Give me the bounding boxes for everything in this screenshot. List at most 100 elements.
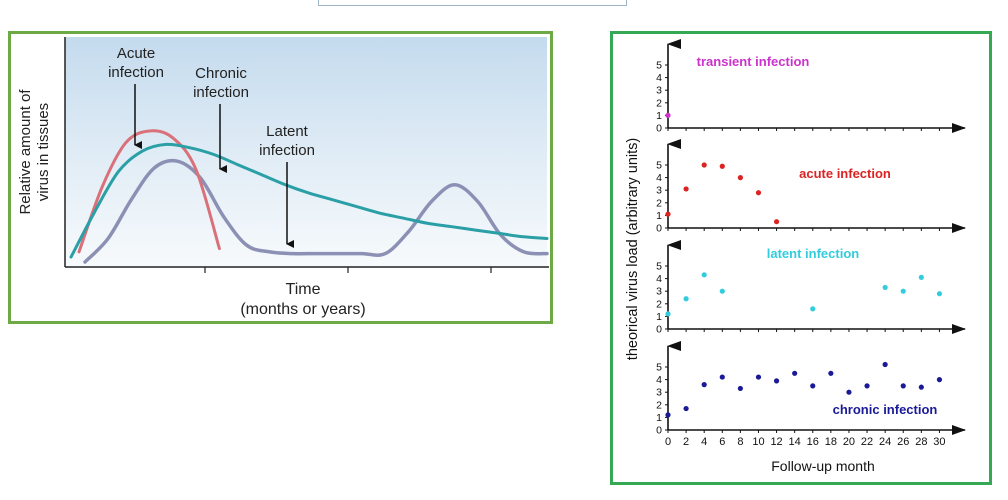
y-tick-label: 5 (656, 261, 662, 273)
y-tick-label: 1 (656, 110, 662, 122)
acute-label-line2: infection (108, 64, 164, 81)
data-point (810, 383, 816, 389)
data-point (665, 412, 671, 418)
x-tick-label: 18 (825, 436, 837, 448)
data-point (773, 219, 780, 225)
y-tick-label: 0 (656, 223, 662, 235)
y-tick-label: 4 (656, 374, 662, 386)
y-tick-label: 2 (656, 298, 662, 310)
data-point (701, 272, 707, 278)
data-point (683, 405, 689, 412)
data-point (719, 288, 725, 294)
x-tick-label: 12 (770, 436, 782, 448)
x-tick-label: 2 (683, 436, 689, 448)
data-point (701, 382, 707, 388)
x-tick-label: 20 (843, 436, 855, 448)
data-point (683, 186, 689, 192)
x-tick-label: 10 (752, 436, 764, 448)
y-axis-label-line2: virus in tissues (35, 103, 52, 201)
x-tick-label: 30 (933, 436, 945, 448)
data-point (882, 361, 888, 368)
y-tick-label: 4 (656, 72, 662, 84)
y-tick-label: 3 (656, 85, 662, 97)
data-point (755, 374, 762, 380)
y-tick-label: 2 (656, 97, 662, 109)
y-tick-label: 2 (656, 197, 662, 209)
latent-label-line1: Latent (266, 123, 309, 140)
y-tick-label: 5 (656, 160, 662, 172)
y-tick-label: 1 (656, 210, 662, 222)
x-tick-label: 16 (807, 436, 819, 448)
x-axis-label-line2: (months or years) (240, 301, 365, 318)
data-point (810, 306, 816, 312)
data-point (900, 383, 906, 389)
top-frame (318, 0, 627, 6)
data-point (900, 288, 906, 294)
y-axis-label-line1: Relative amount of (17, 89, 34, 215)
panel-label: transient infection (697, 54, 810, 69)
virus-load-scatter-chart: 0 1 2 3 4 5 transient infection 0 1 2 3 4 5 acute inf… (610, 31, 992, 485)
data-point (665, 211, 671, 217)
y-tick-label: 3 (656, 387, 662, 399)
x-tick-label: 4 (701, 436, 707, 448)
panel-label: chronic infection (833, 402, 938, 417)
data-point (737, 175, 743, 181)
series-line-chronic-infection (69, 142, 549, 259)
y-tick-label: 4 (656, 172, 662, 184)
y-tick-label: 2 (656, 399, 662, 411)
x-axis-label: Follow-up month (771, 458, 875, 474)
y-tick-label: 1 (656, 412, 662, 424)
y-tick-label: 5 (656, 60, 662, 72)
data-point (936, 291, 943, 297)
panel-label: acute infection (799, 166, 891, 181)
y-tick-label: 0 (656, 425, 662, 437)
y-tick-label: 0 (656, 123, 662, 135)
data-point (936, 377, 943, 383)
chronic-label-line2: infection (193, 84, 249, 101)
data-point (828, 370, 834, 376)
data-point (918, 384, 924, 390)
panel-label: latent infection (767, 246, 860, 261)
y-tick-label: 4 (656, 273, 662, 285)
x-axis-label-line1: Time (286, 281, 321, 298)
y-tick-label: 3 (656, 185, 662, 197)
data-point (846, 389, 852, 395)
data-point (737, 385, 743, 392)
x-tick-label: 24 (879, 436, 891, 448)
data-point (683, 296, 689, 302)
x-tick-label: 0 (665, 436, 671, 448)
y-tick-label: 0 (656, 324, 662, 336)
y-tick-label: 5 (656, 362, 662, 374)
x-tick-label: 8 (737, 436, 743, 448)
y-tick-label: 1 (656, 311, 662, 323)
data-point (918, 274, 924, 280)
x-tick-label: 26 (897, 436, 909, 448)
virus-curve-plot: Relative amount of virus in tissues Time… (17, 37, 549, 318)
data-point (864, 383, 870, 389)
chronic-label-line1: Chronic (195, 65, 247, 82)
virus-curve-chart: Relative amount of virus in tissues Time… (8, 31, 553, 324)
data-point (882, 284, 888, 291)
x-tick-label: 6 (719, 436, 725, 448)
data-point (719, 374, 725, 380)
data-point (792, 370, 798, 376)
data-point (719, 163, 725, 169)
x-tick-label: 28 (915, 436, 927, 448)
y-tick-label: 3 (656, 286, 662, 298)
x-tick-label: 22 (861, 436, 873, 448)
series-line-acute-infection (77, 129, 221, 254)
acute-label-line1: Acute (117, 45, 155, 62)
x-tick-label: 14 (789, 436, 801, 448)
data-point (773, 378, 780, 384)
data-point (755, 190, 762, 196)
y-axis-label: theorical virus load (arbitrary units) (625, 138, 641, 360)
latent-label-line2: infection (259, 142, 315, 159)
data-point (665, 311, 671, 317)
series-line-latent-infection (83, 158, 549, 264)
data-point (701, 162, 707, 168)
